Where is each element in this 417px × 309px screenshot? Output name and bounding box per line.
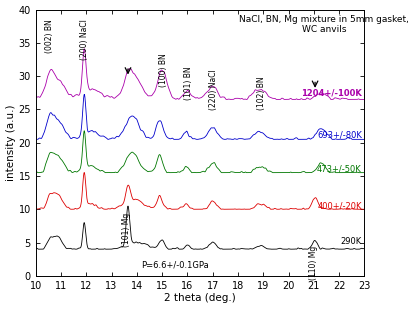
Text: 1204+/-100K: 1204+/-100K	[301, 88, 362, 97]
Text: (110) Mg: (110) Mg	[309, 246, 318, 280]
Text: (002) BN: (002) BN	[45, 19, 54, 53]
Text: (101) BN: (101) BN	[184, 66, 193, 100]
Text: (200) NaCl: (200) NaCl	[80, 19, 89, 61]
Text: (102) BN: (102) BN	[257, 76, 266, 110]
Text: 400+/-20K: 400+/-20K	[317, 201, 362, 210]
Text: (220) NaCl: (220) NaCl	[209, 70, 219, 110]
Y-axis label: intensity (a.u.): intensity (a.u.)	[5, 104, 15, 181]
X-axis label: 2 theta (deg.): 2 theta (deg.)	[164, 294, 236, 303]
Text: 290K: 290K	[341, 237, 362, 246]
Text: (101) Mg: (101) Mg	[122, 213, 131, 247]
Text: P=6.6+/-0.1GPa: P=6.6+/-0.1GPa	[141, 260, 208, 269]
Text: 693+/-80K: 693+/-80K	[317, 130, 362, 139]
Text: NaCl, BN, Mg mixture in 5mm gasket,
WC anvils: NaCl, BN, Mg mixture in 5mm gasket, WC a…	[239, 15, 409, 34]
Text: 473+/-50K: 473+/-50K	[317, 165, 362, 174]
Text: (100) BN: (100) BN	[159, 53, 168, 87]
